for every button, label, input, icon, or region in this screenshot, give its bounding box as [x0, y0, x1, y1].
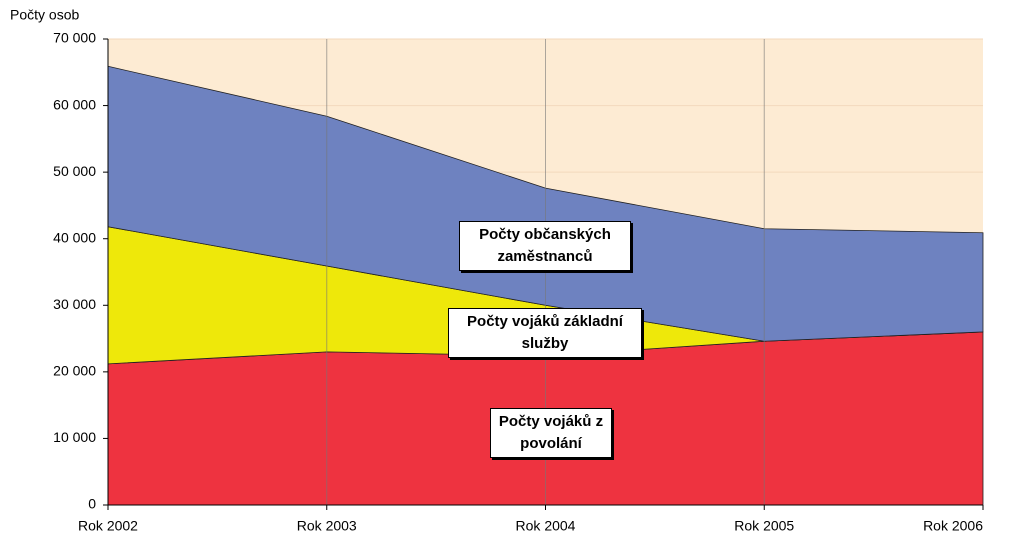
x-tick-label: Rok 2006 [923, 518, 983, 534]
x-tick-label: Rok 2004 [516, 518, 576, 534]
y-tick-label: 20 000 [53, 363, 96, 379]
y-tick-label: 50 000 [53, 163, 96, 179]
y-tick-label: 10 000 [53, 429, 96, 445]
y-tick-label: 40 000 [53, 229, 96, 245]
series-label: Počty občanských zaměstnanců [459, 221, 631, 271]
series-label: Počty vojáků z povolání [490, 408, 612, 458]
series-label: Počty vojáků základní služby [448, 308, 642, 358]
y-tick-label: 70 000 [53, 30, 96, 46]
y-tick-label: 60 000 [53, 96, 96, 112]
x-tick-label: Rok 2005 [734, 518, 794, 534]
x-tick-label: Rok 2003 [297, 518, 357, 534]
y-tick-label: 0 [88, 496, 96, 512]
y-tick-label: 30 000 [53, 296, 96, 312]
x-tick-label: Rok 2002 [78, 518, 138, 534]
y-axis-label: Počty osob [10, 7, 79, 23]
